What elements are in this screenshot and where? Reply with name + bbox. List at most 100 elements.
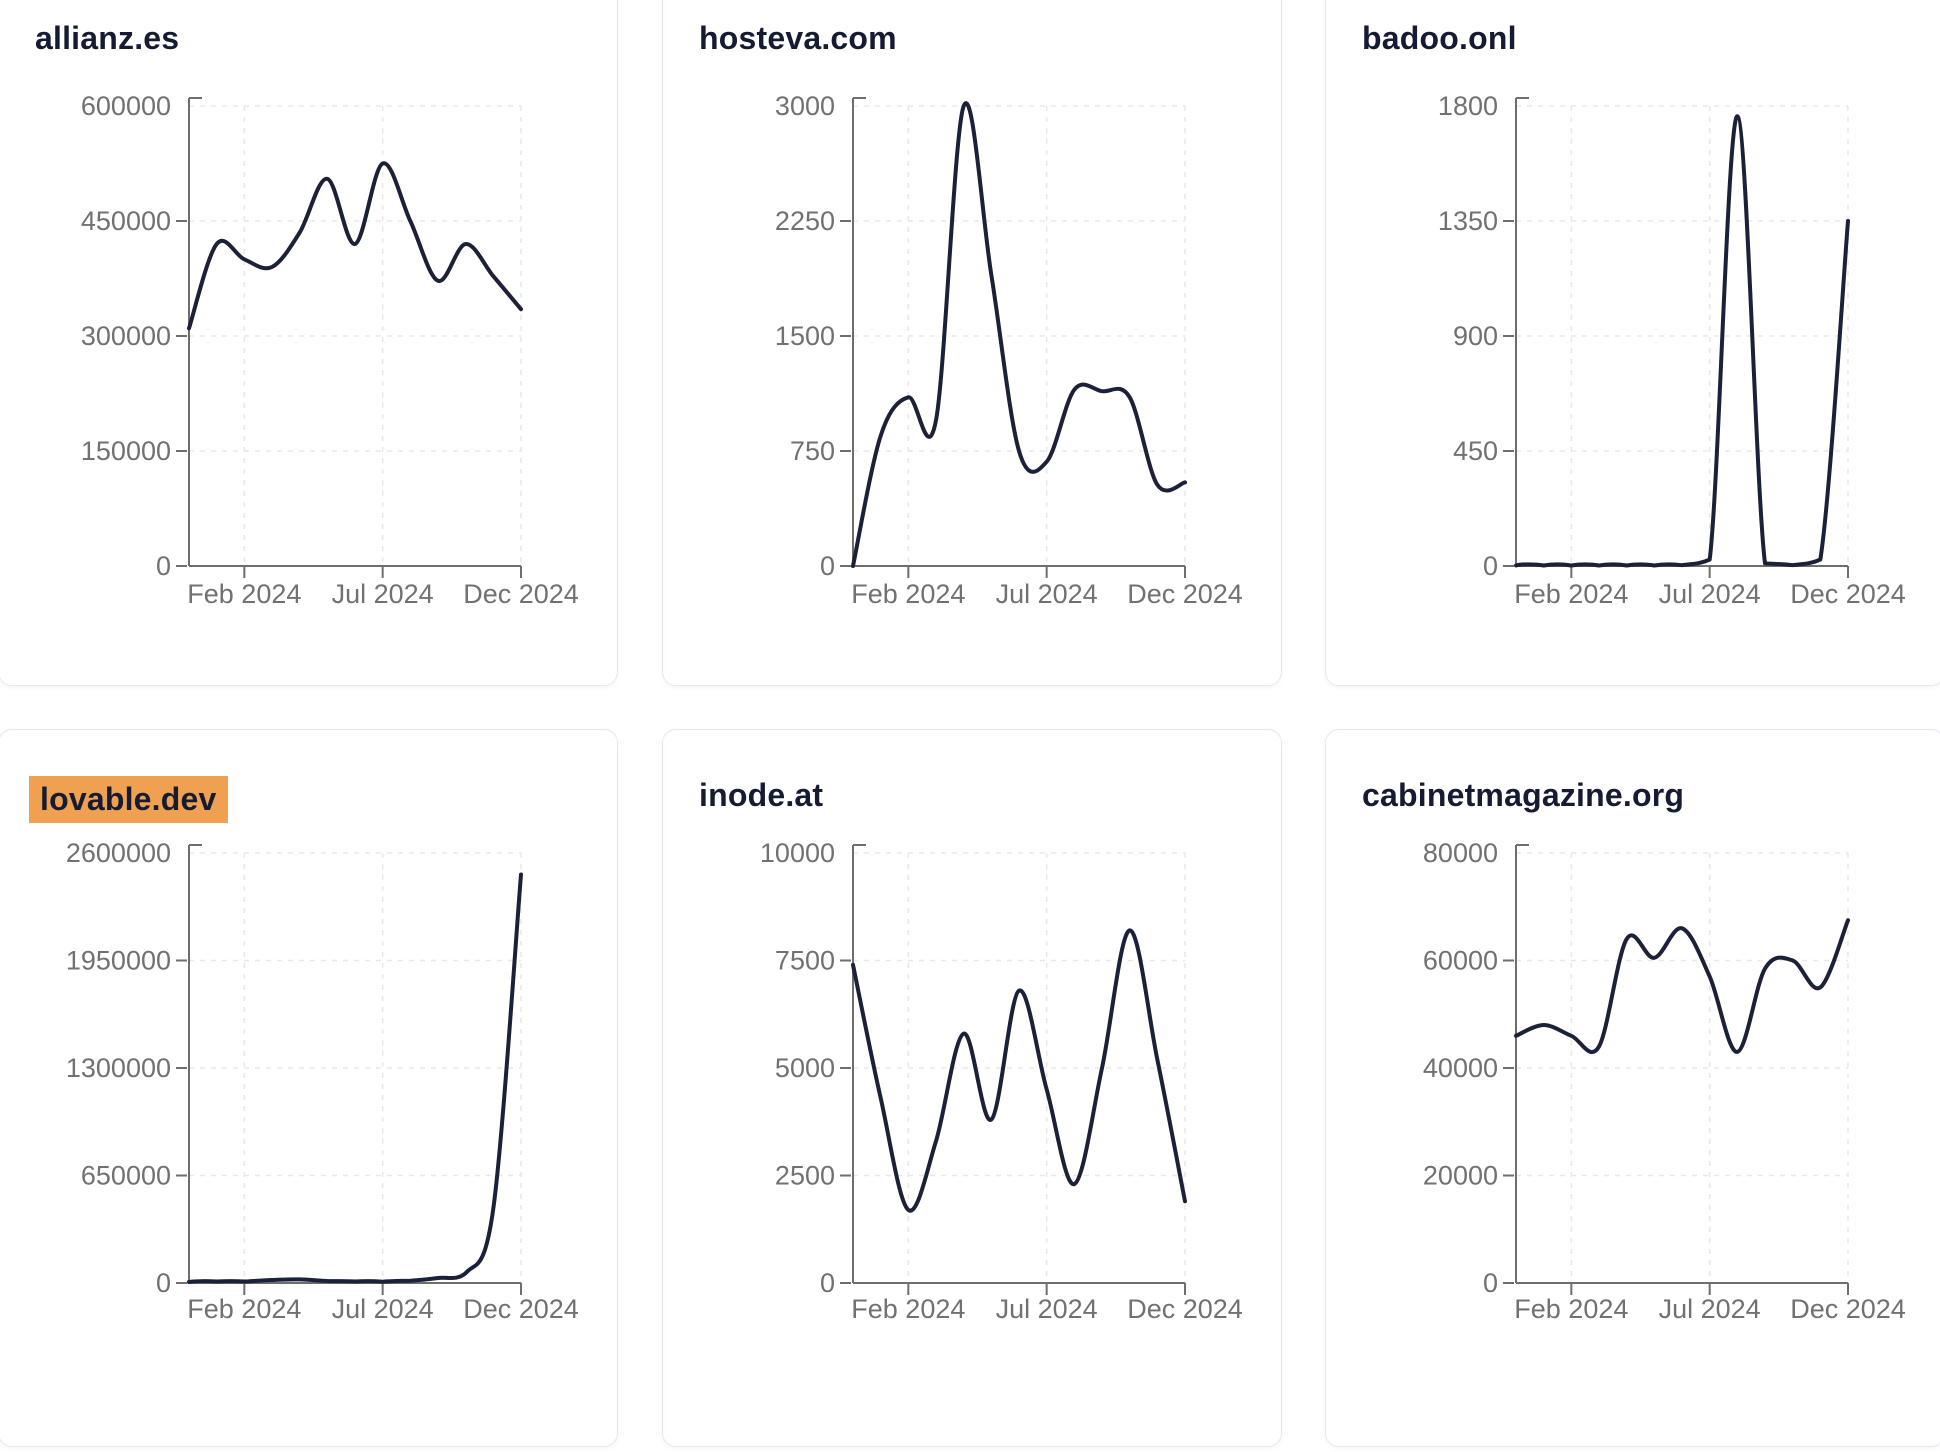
domain-title-hosteva-com[interactable]: hosteva.com bbox=[699, 19, 897, 57]
svg-text:7500: 7500 bbox=[775, 946, 835, 976]
x-axis-tick-labels: Feb 2024 Jul 2024 Dec 2024 bbox=[851, 579, 1243, 609]
x-axis-tick-labels: Feb 2024 Jul 2024 Dec 2024 bbox=[851, 1294, 1243, 1324]
svg-text:Jul 2024: Jul 2024 bbox=[996, 1294, 1098, 1324]
svg-text:0: 0 bbox=[1483, 1268, 1498, 1298]
series-line bbox=[187, 161, 523, 331]
svg-text:Dec 2024: Dec 2024 bbox=[463, 579, 579, 609]
line-chart-inode-at: 0 2500 5000 7500 10000 Feb 2024 Jul 2024 Dec 20… bbox=[760, 838, 1243, 1324]
domain-title-text: hosteva.com bbox=[699, 20, 897, 56]
domain-title-text: badoo.onl bbox=[1362, 20, 1517, 56]
svg-text:1350: 1350 bbox=[1438, 206, 1498, 236]
svg-text:2600000: 2600000 bbox=[66, 838, 171, 868]
axes bbox=[840, 97, 1186, 578]
svg-text:2500: 2500 bbox=[775, 1161, 835, 1191]
svg-text:Feb 2024: Feb 2024 bbox=[187, 1294, 301, 1324]
svg-text:Feb 2024: Feb 2024 bbox=[851, 579, 965, 609]
axes bbox=[1503, 97, 1849, 578]
svg-text:Feb 2024: Feb 2024 bbox=[1514, 579, 1628, 609]
axes bbox=[840, 844, 1186, 1295]
svg-text:3000: 3000 bbox=[775, 91, 835, 121]
svg-text:0: 0 bbox=[156, 551, 171, 581]
svg-text:900: 900 bbox=[1453, 321, 1498, 351]
domain-title-text: allianz.es bbox=[35, 20, 180, 56]
series-line bbox=[187, 872, 523, 1284]
x-axis-tick-labels: Feb 2024 Jul 2024 Dec 2024 bbox=[1514, 1294, 1906, 1324]
series-line bbox=[1514, 918, 1850, 1055]
svg-text:80000: 80000 bbox=[1423, 838, 1498, 868]
x-axis-tick-labels: Feb 2024 Jul 2024 Dec 2024 bbox=[1514, 579, 1906, 609]
svg-text:0: 0 bbox=[156, 1268, 171, 1298]
svg-text:600000: 600000 bbox=[81, 91, 171, 121]
chart-card-hosteva-com: hosteva.com 0 750 1500 2250 3000 Feb 2024 Jul … bbox=[662, 0, 1282, 686]
svg-text:2250: 2250 bbox=[775, 206, 835, 236]
y-axis-tick-labels: 0 750 1500 2250 3000 bbox=[775, 91, 835, 581]
line-chart-lovable-dev: 0 650000 1300000 1950000 2600000 Feb 2024 Jul … bbox=[66, 838, 579, 1324]
svg-text:1300000: 1300000 bbox=[66, 1053, 171, 1083]
gridlines bbox=[189, 105, 522, 566]
series-line bbox=[851, 928, 1187, 1213]
gridlines bbox=[853, 105, 1186, 566]
svg-text:300000: 300000 bbox=[81, 321, 171, 351]
svg-text:Jul 2024: Jul 2024 bbox=[1659, 579, 1761, 609]
svg-text:1800: 1800 bbox=[1438, 91, 1498, 121]
svg-text:1500: 1500 bbox=[775, 321, 835, 351]
svg-text:150000: 150000 bbox=[81, 436, 171, 466]
gridlines bbox=[189, 852, 522, 1283]
domain-title-text-highlighted: lovable.dev bbox=[29, 776, 228, 824]
chart-card-allianz-es: allianz.es 0 150000 300000 450000 600000 Feb … bbox=[0, 0, 618, 686]
line-chart-allianz-es: 0 150000 300000 450000 600000 Feb 2024 Jul 202… bbox=[81, 91, 579, 609]
svg-text:0: 0 bbox=[1483, 551, 1498, 581]
svg-text:Jul 2024: Jul 2024 bbox=[332, 1294, 434, 1324]
series-line bbox=[851, 101, 1187, 568]
gridlines bbox=[853, 852, 1186, 1283]
svg-text:Dec 2024: Dec 2024 bbox=[1790, 1294, 1906, 1324]
axes bbox=[1503, 844, 1849, 1295]
svg-text:Feb 2024: Feb 2024 bbox=[1514, 1294, 1628, 1324]
x-axis-tick-labels: Feb 2024 Jul 2024 Dec 2024 bbox=[187, 579, 579, 609]
series-line bbox=[1514, 114, 1850, 568]
y-axis-tick-labels: 0 650000 1300000 1950000 2600000 bbox=[66, 838, 171, 1298]
gridlines bbox=[1516, 852, 1849, 1283]
svg-text:450: 450 bbox=[1453, 436, 1498, 466]
domain-title-cabinetmagazine-org[interactable]: cabinetmagazine.org bbox=[1362, 776, 1684, 814]
domain-title-badoo-onl[interactable]: badoo.onl bbox=[1362, 19, 1517, 57]
svg-text:450000: 450000 bbox=[81, 206, 171, 236]
svg-text:20000: 20000 bbox=[1423, 1161, 1498, 1191]
domain-title-lovable-dev[interactable]: lovable.dev bbox=[29, 776, 228, 824]
svg-text:Jul 2024: Jul 2024 bbox=[332, 579, 434, 609]
chart-card-lovable-dev: lovable.dev 0 650000 1300000 1950000 2600000… bbox=[0, 729, 618, 1447]
svg-text:Dec 2024: Dec 2024 bbox=[463, 1294, 579, 1324]
svg-text:40000: 40000 bbox=[1423, 1053, 1498, 1083]
chart-card-inode-at: inode.at 0 2500 5000 7500 10000 Feb 2024 Jul 2… bbox=[662, 729, 1282, 1447]
svg-text:Dec 2024: Dec 2024 bbox=[1127, 579, 1243, 609]
svg-text:Jul 2024: Jul 2024 bbox=[996, 579, 1098, 609]
svg-text:Dec 2024: Dec 2024 bbox=[1127, 1294, 1243, 1324]
svg-text:0: 0 bbox=[820, 1268, 835, 1298]
domain-title-allianz-es[interactable]: allianz.es bbox=[35, 19, 179, 57]
svg-text:650000: 650000 bbox=[81, 1161, 171, 1191]
svg-text:Jul 2024: Jul 2024 bbox=[1659, 1294, 1761, 1324]
chart-card-cabinetmagazine-org: cabinetmagazine.org 0 20000 40000 60000 8000… bbox=[1325, 729, 1940, 1447]
y-axis-tick-labels: 0 20000 40000 60000 80000 bbox=[1423, 838, 1498, 1298]
axes bbox=[176, 97, 522, 578]
gridlines bbox=[1516, 105, 1849, 566]
line-chart-hosteva-com: 0 750 1500 2250 3000 Feb 2024 Jul 2024 Dec 2024 bbox=[775, 91, 1243, 609]
svg-text:0: 0 bbox=[820, 551, 835, 581]
line-chart-cabinetmagazine-org: 0 20000 40000 60000 80000 Feb 2024 Jul 2024 Dec… bbox=[1423, 838, 1906, 1324]
svg-text:10000: 10000 bbox=[760, 838, 835, 868]
svg-text:1950000: 1950000 bbox=[66, 946, 171, 976]
svg-text:5000: 5000 bbox=[775, 1053, 835, 1083]
svg-text:Feb 2024: Feb 2024 bbox=[187, 579, 301, 609]
domain-title-text: inode.at bbox=[699, 777, 824, 813]
svg-text:Dec 2024: Dec 2024 bbox=[1790, 579, 1906, 609]
y-axis-tick-labels: 0 450 900 1350 1800 bbox=[1438, 91, 1498, 581]
domain-title-inode-at[interactable]: inode.at bbox=[699, 776, 823, 814]
x-axis-tick-labels: Feb 2024 Jul 2024 Dec 2024 bbox=[187, 1294, 579, 1324]
y-axis-tick-labels: 0 2500 5000 7500 10000 bbox=[760, 838, 835, 1298]
domain-title-text: cabinetmagazine.org bbox=[1362, 777, 1685, 813]
svg-text:60000: 60000 bbox=[1423, 946, 1498, 976]
svg-text:750: 750 bbox=[790, 436, 835, 466]
svg-text:Feb 2024: Feb 2024 bbox=[851, 1294, 965, 1324]
y-axis-tick-labels: 0 150000 300000 450000 600000 bbox=[81, 91, 171, 581]
